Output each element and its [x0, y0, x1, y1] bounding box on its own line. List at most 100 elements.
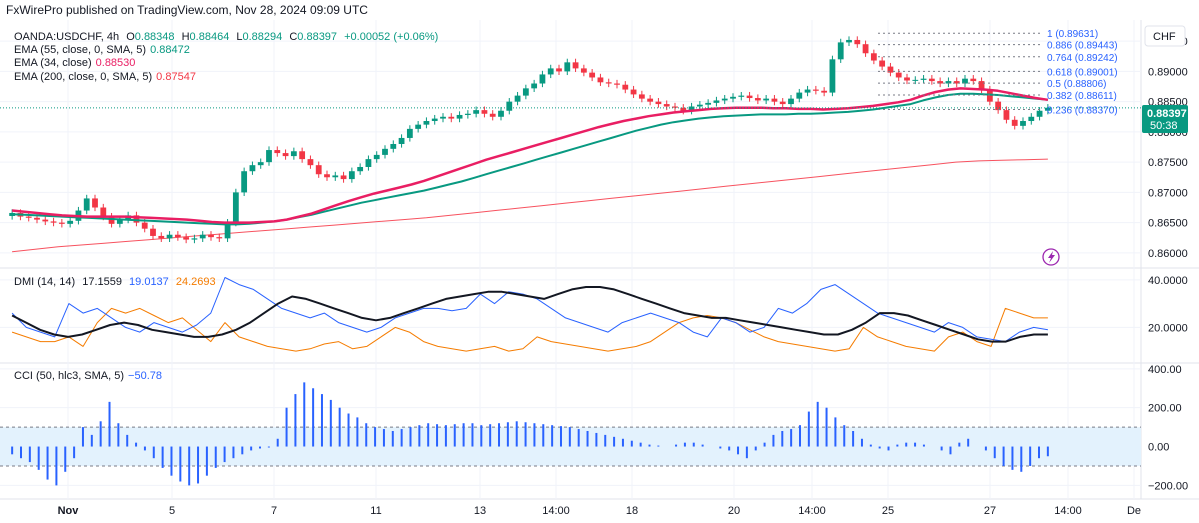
l-label: L — [236, 31, 243, 43]
cci-y-tick: 0.00 — [1148, 442, 1169, 454]
candle-body — [928, 78, 935, 82]
candle-body — [440, 116, 446, 119]
candle-body — [870, 53, 877, 61]
candle-body — [241, 171, 248, 193]
ohlc: O0.88348 H0.88464 L0.88294 C0.88397 +0.0… — [126, 31, 442, 43]
candle-body — [406, 128, 413, 138]
dmi-legend: DMI (14, 14) 17.1559 19.0137 24.2693 — [14, 275, 220, 289]
ema34-value: 0.88530 — [95, 57, 136, 69]
candle-body — [978, 81, 985, 90]
candle-body — [25, 216, 32, 218]
ema-layer — [11, 87, 1049, 226]
y-tick-labels: 0.895000.890000.885000.880000.875000.870… — [1148, 36, 1188, 492]
l-value: 0.88294 — [242, 31, 283, 43]
ema200-label: EMA (200, close, 0, SMA, 5) — [14, 71, 153, 83]
candle-body — [498, 110, 504, 117]
candles-layer — [9, 36, 1051, 244]
x-tick: Nov — [58, 505, 80, 517]
candle-body — [539, 74, 546, 84]
candle-body — [531, 83, 538, 89]
candle-body — [83, 198, 90, 211]
candle-body — [763, 98, 770, 101]
fib-level-label: 0.236 (0.88370) — [1047, 106, 1118, 117]
published-header: FxWirePro published on TradingView.com, … — [6, 3, 368, 17]
candle-body — [1044, 107, 1051, 111]
ema55-line — [12, 92, 1048, 226]
candle-body — [746, 95, 753, 99]
symbol-name: OANDA:USDCHF, 4h — [14, 31, 120, 43]
candle-body — [920, 78, 927, 80]
x-tick: 20 — [728, 505, 740, 517]
candle-body — [1011, 119, 1018, 126]
candle-body — [630, 89, 637, 95]
ema55-value: 0.88472 — [150, 44, 190, 56]
candle-body — [556, 68, 562, 72]
candle-body — [506, 101, 513, 111]
dmi-y-tick: 20.0000 — [1148, 322, 1188, 334]
cci-y-tick: 200.00 — [1148, 403, 1182, 415]
candle-body — [812, 89, 819, 91]
cci-y-tick: −200.00 — [1148, 480, 1188, 492]
ema55-legend: EMA (55, close, 0, SMA, 5) 0.88472 — [14, 43, 194, 57]
candle-body — [324, 174, 330, 178]
ema34-label: EMA (34, close) — [14, 57, 92, 69]
candle-body — [962, 78, 968, 84]
candle-body — [970, 78, 977, 82]
candle-body — [183, 237, 190, 240]
candle-body — [580, 68, 587, 73]
candle-body — [589, 72, 596, 78]
fib-layer: 1 (0.89631)0.886 (0.89443)0.764 (0.89242… — [878, 29, 1118, 117]
ema200-layer — [12, 158, 1048, 253]
currency-box[interactable] — [1144, 25, 1186, 47]
candle-body — [738, 95, 745, 97]
cci-label: CCI (50, hlc3, SMA, 5) — [14, 370, 125, 382]
o-value: 0.88348 — [134, 31, 175, 43]
candle-body — [854, 39, 861, 45]
candle-body — [605, 82, 612, 84]
cci-legend: CCI (50, hlc3, SMA, 5) −50.78 — [14, 369, 166, 383]
plus-di-value: 19.0137 — [129, 276, 169, 288]
x-tick: 27 — [984, 505, 996, 517]
candle-body — [299, 151, 306, 160]
fib-level-label: 1 (0.89631) — [1047, 29, 1098, 40]
candle-body — [995, 101, 1002, 111]
candle-body — [705, 102, 712, 105]
candle-body — [158, 235, 165, 239]
h-value: 0.88464 — [189, 31, 230, 43]
x-tick-labels: Nov 5 7 11 13 14:00 18 20 14:00 25 27 14:00 De — [58, 505, 1141, 517]
candle-body — [224, 222, 231, 239]
candle-body — [672, 106, 678, 108]
candle-body — [547, 68, 554, 75]
candle-body — [473, 110, 480, 114]
candle-body — [58, 222, 65, 224]
ema200-value: 0.87547 — [156, 71, 196, 83]
candle-body — [456, 114, 463, 119]
pane-frames — [0, 20, 1199, 500]
candle-body — [100, 207, 107, 217]
candle-body — [133, 215, 140, 223]
candle-body — [67, 220, 74, 224]
x-tick: 11 — [370, 505, 381, 517]
candle-body — [779, 101, 786, 105]
candle-body — [415, 124, 422, 129]
candle-body — [141, 222, 148, 229]
candle-body — [688, 106, 695, 111]
fib-level-label: 0.618 (0.89001) — [1047, 67, 1118, 78]
candle-body — [365, 159, 372, 167]
candle-body — [257, 162, 264, 166]
change-value: +0.00052 (+0.06%) — [344, 31, 439, 43]
candle-body — [92, 198, 98, 208]
candle-body — [390, 144, 397, 149]
minus-di-line — [11, 307, 1048, 352]
price-y-tick: 0.87000 — [1148, 187, 1188, 199]
candle-body — [216, 237, 223, 239]
candle-body — [448, 116, 455, 119]
price-badge-countdown: 50:38 — [1150, 120, 1178, 132]
fib-level-label: 0.5 (0.88806) — [1047, 79, 1107, 90]
candle-body — [423, 121, 430, 125]
c-value: 0.88397 — [297, 31, 338, 43]
x-tick: 18 — [626, 505, 638, 517]
candle-body — [464, 113, 471, 115]
ema200-legend: EMA (200, close, 0, SMA, 5) 0.87547 — [14, 70, 200, 84]
